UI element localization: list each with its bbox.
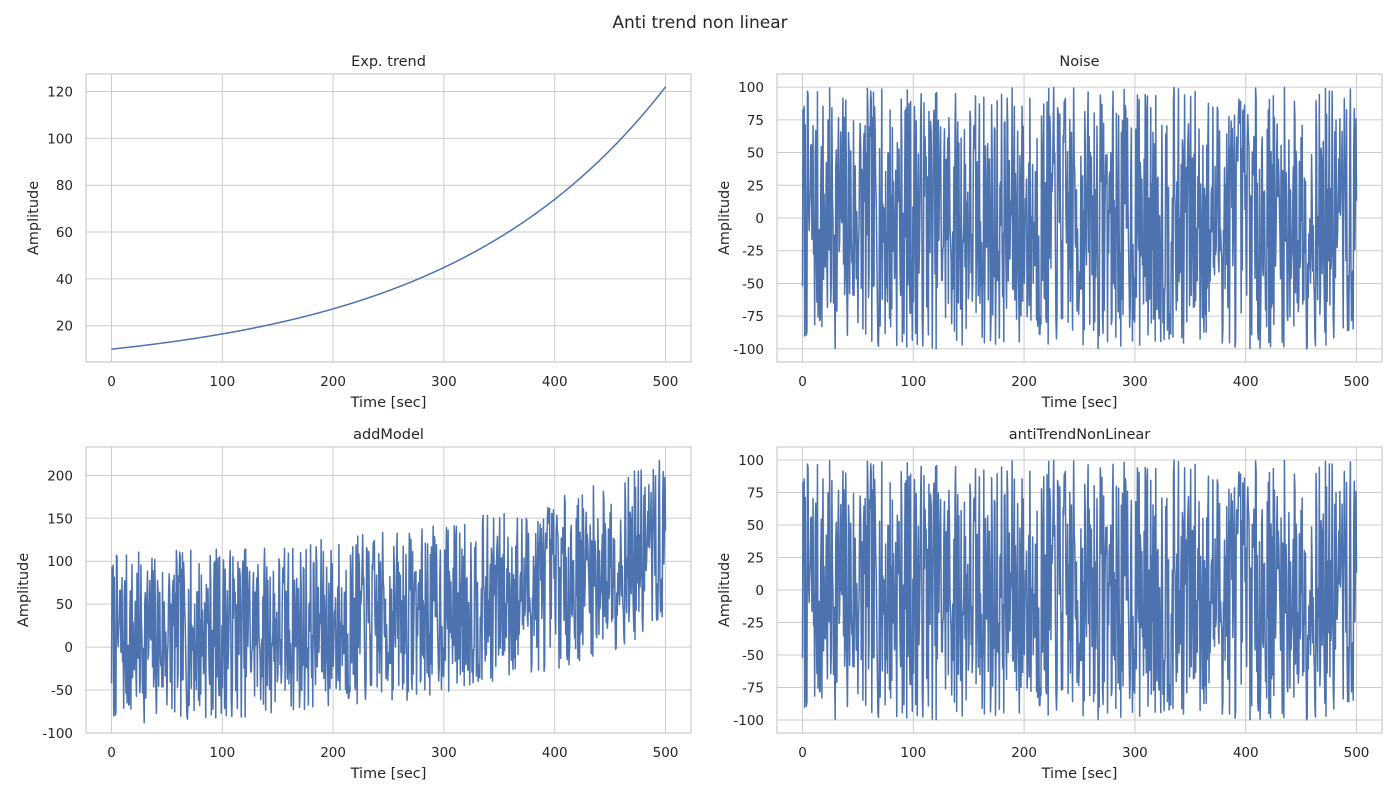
subplot-title: antiTrendNonLinear <box>1009 427 1150 443</box>
x-axis-label: Time [sec] <box>1041 395 1118 411</box>
x-tick-label: 100 <box>209 374 235 390</box>
y-tick-label: 20 <box>56 319 73 335</box>
subplot-4: 0 100 200 300 400 500 -100 -75 -50 -25 0 25 50 75 100 a… <box>717 427 1383 782</box>
axes-frame <box>85 73 692 363</box>
x-axis-label: Time [sec] <box>350 395 427 411</box>
x-tick-label: 200 <box>1011 745 1037 761</box>
y-tick-label: 40 <box>56 272 73 288</box>
subplot-title: Exp. trend <box>351 54 426 70</box>
y-tick-label: 0 <box>755 211 764 227</box>
x-tick-label: 400 <box>1233 374 1259 390</box>
series-line <box>801 459 1358 721</box>
x-tick-label: 300 <box>431 374 457 390</box>
x-tick-label: 200 <box>320 374 346 390</box>
y-axis-label: Amplitude <box>717 181 733 255</box>
x-tick-label: 400 <box>542 374 568 390</box>
y-tick-label: -100 <box>733 342 764 358</box>
y-tick-label: -75 <box>742 681 764 697</box>
y-tick-label: 50 <box>747 146 764 162</box>
x-tick-label: 100 <box>900 374 926 390</box>
x-tick-label: 400 <box>1233 745 1259 761</box>
subplot-title: Noise <box>1059 54 1099 70</box>
subplot-title: addModel <box>353 427 424 443</box>
x-tick-label: 500 <box>653 374 679 390</box>
y-tick-label: 200 <box>47 468 73 484</box>
x-tick-label: 0 <box>107 745 116 761</box>
y-tick-label: 100 <box>738 80 764 96</box>
subplot-3: 0 100 200 300 400 500 -100 -50 0 50 100 150 200 addMo… <box>16 427 692 782</box>
figure-suptitle: Anti trend non linear <box>612 13 788 33</box>
y-tick-label: -50 <box>742 276 764 292</box>
axes-frame <box>776 73 1383 363</box>
subplot-2: 0 100 200 300 400 500 -100 -75 -50 -25 0 25 50 75 100 N… <box>717 54 1383 411</box>
y-tick-label: -100 <box>42 726 73 742</box>
y-tick-label: 0 <box>64 640 73 656</box>
series-line <box>111 86 667 350</box>
y-tick-label: 100 <box>738 453 764 469</box>
x-tick-label: 300 <box>1122 374 1148 390</box>
axes-frame <box>776 446 1383 734</box>
y-axis-label: Amplitude <box>26 181 42 255</box>
x-axis-label: Time [sec] <box>350 766 427 782</box>
y-tick-label: 100 <box>47 554 73 570</box>
y-tick-label: 100 <box>47 131 73 147</box>
y-tick-label: 80 <box>56 178 73 194</box>
x-tick-label: 100 <box>900 745 926 761</box>
x-tick-label: 300 <box>1122 745 1148 761</box>
x-tick-label: 0 <box>798 374 807 390</box>
x-tick-label: 200 <box>1011 374 1037 390</box>
x-tick-label: 100 <box>209 745 235 761</box>
x-tick-label: 300 <box>431 745 457 761</box>
y-tick-label: 75 <box>747 486 764 502</box>
y-tick-label: 75 <box>747 113 764 129</box>
y-tick-label: 0 <box>755 583 764 599</box>
series-line <box>110 459 667 724</box>
y-axis-label: Amplitude <box>16 553 32 627</box>
y-axis-label: Amplitude <box>717 553 733 627</box>
y-tick-label: 25 <box>747 178 764 194</box>
y-tick-label: 50 <box>56 597 73 613</box>
x-tick-label: 0 <box>107 374 116 390</box>
x-tick-label: 500 <box>1344 745 1370 761</box>
y-tick-label: -50 <box>742 648 764 664</box>
y-tick-label: 25 <box>747 551 764 567</box>
y-tick-label: 60 <box>56 225 73 241</box>
y-tick-label: -75 <box>742 309 764 325</box>
y-tick-label: -25 <box>742 616 764 632</box>
axes-frame <box>85 446 692 734</box>
y-tick-label: 150 <box>47 511 73 527</box>
y-tick-label: 50 <box>747 518 764 534</box>
x-tick-label: 400 <box>542 745 568 761</box>
series-line <box>801 86 1358 350</box>
x-tick-label: 0 <box>798 745 807 761</box>
y-tick-label: -25 <box>742 244 764 260</box>
y-tick-label: -100 <box>733 713 764 729</box>
x-axis-label: Time [sec] <box>1041 766 1118 782</box>
y-tick-label: 120 <box>47 85 73 101</box>
y-tick-label: -50 <box>51 683 73 699</box>
x-tick-label: 500 <box>1344 374 1370 390</box>
subplot-1: 0 100 200 300 400 500 20 40 60 80 100 120 Exp. trend… <box>26 54 692 411</box>
x-tick-label: 200 <box>320 745 346 761</box>
x-tick-label: 500 <box>653 745 679 761</box>
